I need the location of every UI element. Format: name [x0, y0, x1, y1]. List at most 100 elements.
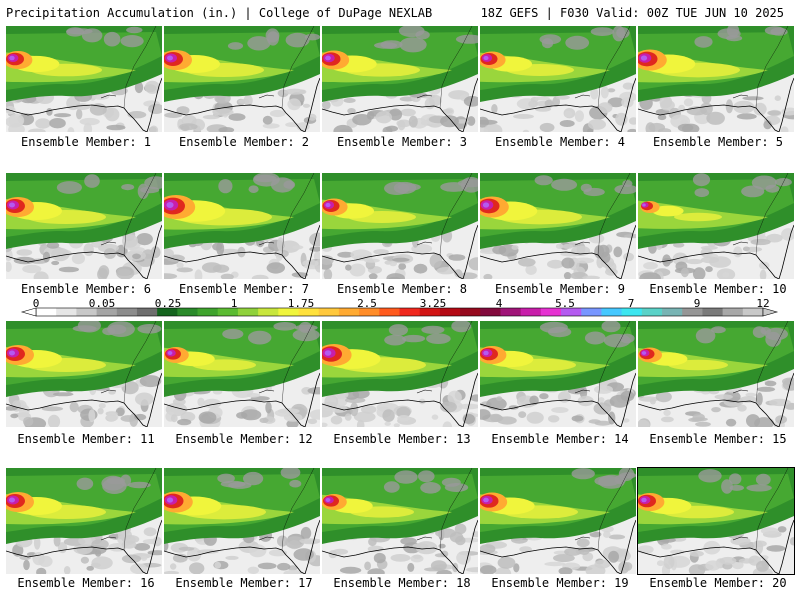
precip-purple-area: [166, 497, 174, 503]
state-border: [755, 468, 789, 551]
coastline: [164, 546, 306, 574]
light-precip-area: [16, 249, 33, 256]
light-precip-area: [333, 124, 353, 132]
colorbar-swatch: [520, 308, 542, 316]
light-precip-area: [396, 406, 411, 419]
light-precip-area: [300, 526, 312, 540]
light-precip-area: [777, 526, 787, 533]
light-precip-area: [583, 187, 605, 197]
member-label-15: Ensemble Member: 15: [649, 432, 787, 446]
light-precip-area: [742, 96, 764, 101]
run-valid-info: 18Z GEFS | F030 Valid: 00Z TUE JUN 10 20…: [480, 6, 784, 20]
light-precip-area: [608, 534, 626, 540]
light-precip-area: [594, 475, 621, 487]
coastline: [638, 399, 780, 427]
light-precip-area: [700, 256, 720, 264]
light-precip-area: [623, 252, 634, 262]
light-precip-area: [283, 569, 304, 574]
light-precip-area: [398, 263, 407, 270]
coastline: [146, 224, 162, 279]
light-precip-area: [134, 413, 147, 421]
light-precip-area: [257, 562, 277, 570]
light-precip-area: [390, 554, 411, 562]
state-border: [258, 241, 275, 246]
light-precip-area: [547, 259, 564, 269]
precip-purple-area: [325, 202, 331, 208]
light-precip-area: [375, 111, 392, 124]
light-precip-area: [657, 114, 667, 121]
light-precip-area: [746, 414, 760, 427]
colorbar-label: 3.25: [419, 297, 447, 310]
light-precip-area: [673, 242, 685, 248]
light-precip-area: [140, 555, 148, 561]
light-precip-area: [738, 558, 755, 564]
colorbar-swatch: [561, 308, 582, 316]
light-precip-area: [139, 375, 162, 388]
state-border: [755, 173, 789, 256]
light-precip-area: [394, 470, 418, 484]
coastline: [462, 224, 478, 279]
light-precip-area: [106, 124, 126, 131]
light-precip-area: [330, 415, 343, 425]
light-precip-area: [67, 127, 75, 132]
light-precip-area: [722, 272, 730, 278]
light-precip-area: [228, 113, 246, 121]
light-precip-area: [292, 245, 304, 250]
light-precip-area: [90, 562, 101, 568]
coastline: [638, 251, 780, 279]
light-precip-area: [468, 257, 478, 271]
light-precip-area: [353, 411, 376, 423]
light-precip-area: [766, 233, 783, 243]
light-precip-area: [265, 28, 280, 43]
light-precip-area: [643, 262, 658, 270]
state-border: [574, 241, 591, 246]
light-precip-area: [529, 395, 539, 406]
light-precip-area: [694, 36, 713, 48]
light-precip-area: [594, 385, 613, 394]
light-precip-area: [601, 321, 621, 333]
light-precip-area: [685, 258, 703, 265]
light-precip-area: [750, 238, 771, 246]
light-precip-area: [6, 406, 18, 411]
light-precip-area: [418, 398, 426, 405]
member-label-13: Ensemble Member: 13: [333, 432, 471, 446]
light-precip-area: [638, 545, 654, 554]
colorbar-swatch: [460, 308, 481, 316]
light-precip-area: [781, 228, 794, 241]
light-precip-area: [725, 99, 734, 114]
light-precip-area: [608, 550, 619, 563]
light-precip-area: [322, 422, 328, 427]
colorbar-label: 5.5: [555, 297, 575, 310]
colorbar-right-arrow: [762, 307, 779, 317]
light-precip-area: [789, 537, 794, 546]
light-precip-area: [393, 423, 400, 427]
state-border: [439, 468, 473, 551]
light-precip-area: [79, 117, 100, 126]
light-precip-area: [149, 125, 159, 132]
light-precip-area: [661, 543, 672, 550]
light-precip-area: [525, 264, 537, 275]
light-precip-area: [35, 118, 51, 129]
colorbar-swatch: [258, 308, 279, 316]
light-precip-area: [108, 390, 116, 395]
light-precip-area: [177, 418, 192, 426]
colorbar-label: 9: [693, 297, 701, 310]
precip-map: [638, 468, 794, 574]
light-precip-area: [576, 538, 590, 548]
coastline: [638, 104, 780, 132]
precip-purple-area: [483, 350, 489, 356]
member-label-12: Ensemble Member: 12: [175, 432, 313, 446]
precip-map: [638, 321, 794, 427]
light-precip-area: [42, 251, 51, 263]
light-precip-area: [760, 527, 779, 535]
light-precip-area: [293, 548, 314, 561]
light-precip-area: [47, 414, 61, 427]
member-map-16: [6, 468, 162, 574]
state-border: [123, 173, 157, 256]
light-precip-area: [562, 244, 574, 249]
coastline: [304, 77, 320, 132]
light-precip-area: [52, 392, 74, 397]
member-map-18: [322, 468, 478, 574]
colorbar-swatch: [36, 308, 57, 316]
state-border: [732, 241, 749, 246]
